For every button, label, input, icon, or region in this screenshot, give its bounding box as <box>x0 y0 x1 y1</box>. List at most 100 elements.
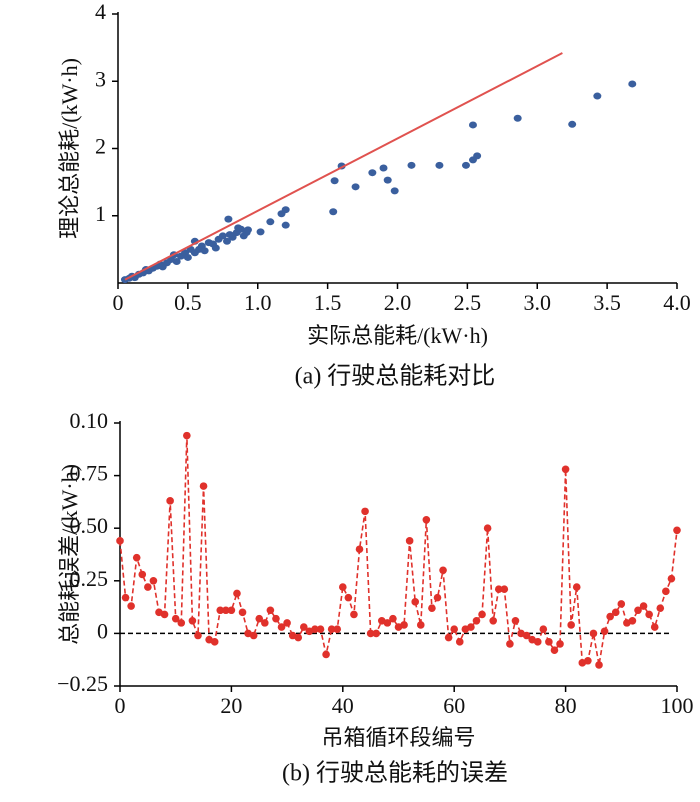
x-tick-label: 0 <box>115 693 126 718</box>
point <box>455 638 464 646</box>
point <box>272 614 280 623</box>
point <box>511 616 520 625</box>
point <box>210 638 219 646</box>
point <box>172 257 181 265</box>
point <box>572 583 581 591</box>
point <box>379 164 388 172</box>
y-tick-label: 4 <box>95 0 106 24</box>
point <box>593 92 602 100</box>
point <box>439 566 447 575</box>
point <box>595 661 603 669</box>
point <box>171 614 180 623</box>
point <box>294 633 303 642</box>
point <box>390 187 399 195</box>
point <box>416 621 425 629</box>
point <box>255 614 264 623</box>
point <box>400 621 408 629</box>
x-tick-label: 80 <box>555 693 577 718</box>
point <box>160 610 169 619</box>
point <box>645 610 653 619</box>
point <box>628 616 637 625</box>
point <box>539 625 548 633</box>
x-tick-label: 2.5 <box>454 290 482 315</box>
point <box>243 226 252 234</box>
point <box>383 619 392 627</box>
point <box>216 606 225 615</box>
point <box>177 619 186 627</box>
point <box>266 218 275 226</box>
point <box>132 553 141 562</box>
point <box>568 120 577 128</box>
point <box>673 526 681 535</box>
point <box>435 161 444 169</box>
point <box>283 619 291 627</box>
point <box>199 482 208 490</box>
point <box>330 177 339 185</box>
point <box>224 215 233 223</box>
point <box>329 208 338 216</box>
point <box>281 206 290 214</box>
point <box>444 633 453 642</box>
point <box>611 608 620 617</box>
point <box>366 629 375 638</box>
y-tick-label: 3 <box>95 66 106 91</box>
point <box>461 161 470 169</box>
point <box>494 585 503 594</box>
point <box>383 176 392 184</box>
point <box>650 623 659 631</box>
x-tick-label: 2.0 <box>384 290 412 315</box>
x-tick-label: 0.5 <box>174 290 202 315</box>
point <box>617 600 626 608</box>
point <box>368 169 377 177</box>
point <box>600 627 609 636</box>
y-axis-label: 理论总能耗/(kW·h) <box>57 58 82 239</box>
point <box>405 537 414 545</box>
point <box>281 221 290 229</box>
point <box>300 623 308 631</box>
x-tick-label: 100 <box>661 693 694 718</box>
point <box>628 80 637 88</box>
point <box>407 161 416 169</box>
point <box>261 619 269 627</box>
y-tick-label: 1 <box>95 201 106 226</box>
point <box>222 606 230 615</box>
x-axis-label: 实际总能耗/(kW·h) <box>307 323 488 348</box>
point <box>561 465 570 474</box>
point <box>149 577 158 585</box>
point <box>533 638 542 646</box>
point <box>311 625 319 633</box>
y-tick-label: 0.10 <box>70 408 109 433</box>
point <box>200 247 209 255</box>
point <box>188 616 197 625</box>
point <box>500 585 509 594</box>
point <box>211 244 220 252</box>
point <box>121 593 130 602</box>
x-tick-label: 20 <box>220 693 242 718</box>
point <box>322 650 330 659</box>
point <box>450 625 459 633</box>
point <box>227 606 236 615</box>
point <box>166 497 174 505</box>
y-axis-label: 总能耗误差/(kW·h) <box>57 464 82 645</box>
x-tick-label: 3.5 <box>593 290 621 315</box>
point <box>256 228 265 236</box>
x-tick-label: 40 <box>332 693 354 718</box>
point <box>473 152 482 160</box>
point <box>277 623 286 631</box>
point <box>428 604 436 612</box>
point <box>238 608 247 617</box>
point <box>138 570 147 579</box>
point <box>223 237 232 245</box>
x-tick-label: 1.0 <box>244 290 272 315</box>
point <box>351 183 360 191</box>
point <box>389 614 397 623</box>
caption: (b) 行驶总能耗的误差 <box>282 760 508 787</box>
point <box>472 616 481 625</box>
point <box>433 593 442 602</box>
point <box>249 631 258 640</box>
point <box>234 224 243 232</box>
point <box>266 606 275 615</box>
x-tick-label: 4.0 <box>663 290 691 315</box>
x-tick-label: 60 <box>443 693 465 718</box>
point <box>506 640 514 648</box>
